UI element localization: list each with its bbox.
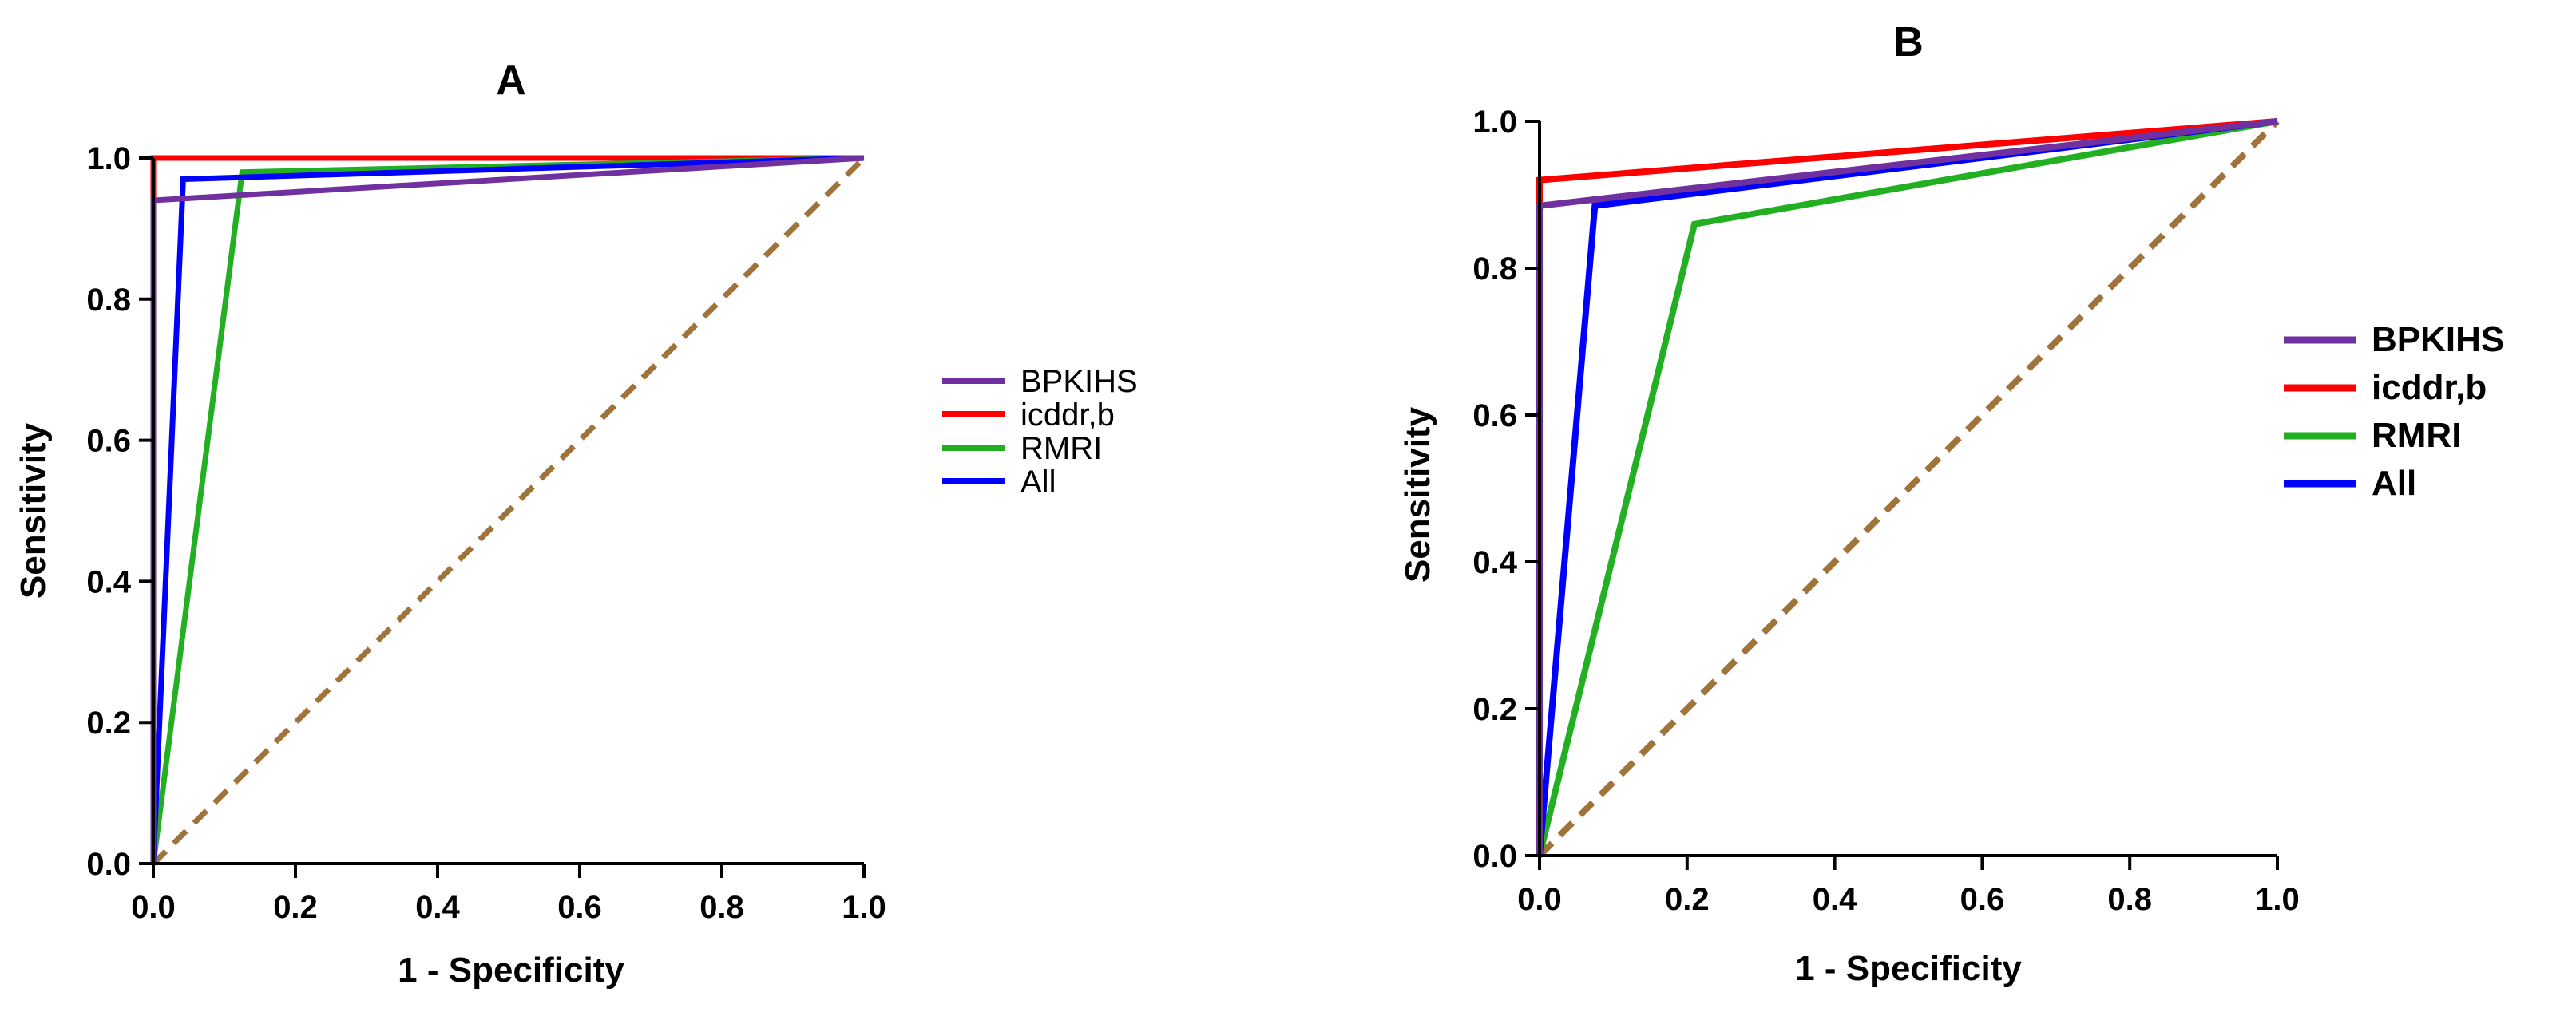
panel-b-legend-label-icddr-b: icddr,b [2372,368,2487,407]
panel-b-legend: BPKIHS icddr,b RMRI All [2284,320,2504,503]
panel-b-title: B [1893,19,1924,65]
panel-b-x-tick-label: 1.0 [2255,882,2300,917]
panel-a-x-tick-label: 0.6 [557,890,602,925]
panel-b-plot-area: 0.0 0.2 0.4 0.6 0.8 1.0 0.0 0.2 0.4 0.6 0.8 1.0 [1472,105,2299,917]
panel-a-series-all [150,155,865,864]
panel-a-y-tick-label: 0.2 [86,706,131,741]
panel-b-y-tick-label: 0.8 [1472,251,1517,287]
panel-a-x-axis-title: 1 - Specificity [398,951,624,990]
panel-b-legend-label-rmri: RMRI [2372,416,2461,455]
panel-b-x-tick-label: 0.4 [1813,882,1857,917]
panel-b-y-tick-label: 0.4 [1472,545,1517,580]
panel-a: A 0.0 0.2 0.4 0.6 0.8 1.0 0.0 0.2 0.4 0.6 0.8 1.0 1… [14,57,1138,990]
panel-a-x-tick-label: 0.0 [131,890,176,925]
panel-b-x-tick-label: 0.8 [2107,882,2152,917]
panel-b-x-tick-label: 0.0 [1517,882,1562,917]
panel-b-reference-diagonal [1537,119,2280,858]
panel-a-x-tick-label: 0.8 [699,890,744,925]
panel-b-y-tick-label: 0.2 [1472,692,1517,727]
panel-b-y-tick-label: 0.0 [1472,839,1517,874]
panel-b-y-tick-label: 1.0 [1472,105,1517,140]
panel-a-reference-diagonal [151,156,866,866]
panel-a-legend-label-icddr-b: icddr,b [1020,397,1115,433]
panel-a-plot-area: 0.0 0.2 0.4 0.6 0.8 1.0 0.0 0.2 0.4 0.6 0.8 1.0 [86,141,886,925]
panel-a-x-tick-label: 0.4 [415,890,460,925]
panel-a-title: A [496,57,526,104]
panel-a-y-tick-label: 0.4 [86,564,131,599]
panel-b-x-axis-title: 1 - Specificity [1795,949,2022,988]
panel-a-x-tick-label: 0.2 [273,890,318,925]
panel-b-legend-label-all: All [2372,464,2416,503]
panel-b-legend-label-bpkihs: BPKIHS [2372,320,2504,359]
panel-a-legend-label-rmri: RMRI [1020,431,1102,466]
panel-a-legend-label-all: All [1020,465,1056,500]
panel-b-series-rmri [1536,118,2278,856]
panel-a-y-tick-label: 0.0 [86,847,131,882]
panel-b-y-axis-title: Sensitivity [1398,406,1437,583]
panel-a-y-tick-label: 0.6 [86,424,131,459]
panel-a-y-axis-title: Sensitivity [14,422,53,599]
panel-b-y-tick-label: 0.6 [1472,398,1517,433]
panel-b-x-tick-label: 0.6 [1960,882,2005,917]
panel-a-y-tick-label: 0.8 [86,283,131,318]
panel-b: B 0.0 0.2 0.4 0.6 0.8 1.0 0.0 0.2 0.4 0.6 0.8 1.0 1… [1398,19,2504,988]
panel-b-x-tick-label: 0.2 [1665,882,1710,917]
panel-a-x-tick-label: 1.0 [842,890,886,925]
panel-a-y-tick-label: 1.0 [86,141,131,176]
panel-a-legend-label-bpkihs: BPKIHS [1020,364,1138,399]
